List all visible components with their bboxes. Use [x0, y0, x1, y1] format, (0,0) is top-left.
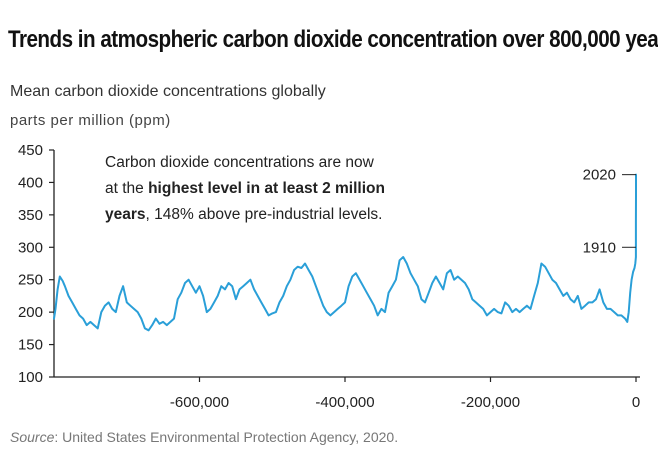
co2-series-line — [53, 173, 637, 332]
y-tick-label: 200 — [18, 304, 43, 321]
year-markers: 2020 1910 — [583, 167, 636, 256]
annotation-line-3-suffix: , 148% above pre-industrial levels. — [146, 206, 383, 223]
annotation-highlight-1: highest level in at least 2 million — [148, 180, 385, 197]
y-tick-label: 450 — [18, 142, 43, 159]
x-axis-ticks: -600,000 -400,000 -200,000 0 — [170, 377, 640, 411]
annotation-line-2-prefix: at the — [105, 180, 148, 197]
x-tick-label: -400,000 — [315, 394, 374, 411]
y-tick-label: 100 — [18, 369, 43, 386]
source-note: Source: United States Environmental Prot… — [10, 429, 398, 445]
y-tick-label: 300 — [18, 239, 43, 256]
annotation-line-1: Carbon dioxide concentrations are now — [105, 154, 375, 171]
marker-label: 2020 — [583, 167, 616, 184]
y-tick-label: 250 — [18, 272, 43, 289]
y-tick-label: 150 — [18, 337, 43, 354]
chart-title: Trends in atmospheric carbon dioxide con… — [8, 26, 658, 53]
y-axis-ticks: 100 150 200 250 300 350 400 450 — [18, 142, 54, 386]
x-tick-label: -600,000 — [170, 394, 229, 411]
marker-label: 1910 — [583, 239, 616, 256]
annotation-line-2: at the highest level in at least 2 milli… — [105, 180, 385, 197]
source-prefix: Source — [10, 429, 55, 445]
chart-subtitle: Mean carbon dioxide concentrations globa… — [10, 83, 326, 100]
axes — [53, 150, 640, 378]
annotation-line-3: years, 148% above pre-industrial levels. — [105, 206, 382, 223]
source-text: : United States Environmental Protection… — [54, 429, 399, 445]
y-axis-units: parts per million (ppm) — [10, 112, 171, 129]
annotation-highlight-2: years — [105, 206, 146, 223]
x-tick-label: 0 — [632, 394, 640, 411]
y-tick-label: 400 — [18, 174, 43, 191]
x-tick-label: -200,000 — [461, 394, 520, 411]
series-group — [53, 173, 637, 332]
y-tick-label: 350 — [18, 207, 43, 224]
